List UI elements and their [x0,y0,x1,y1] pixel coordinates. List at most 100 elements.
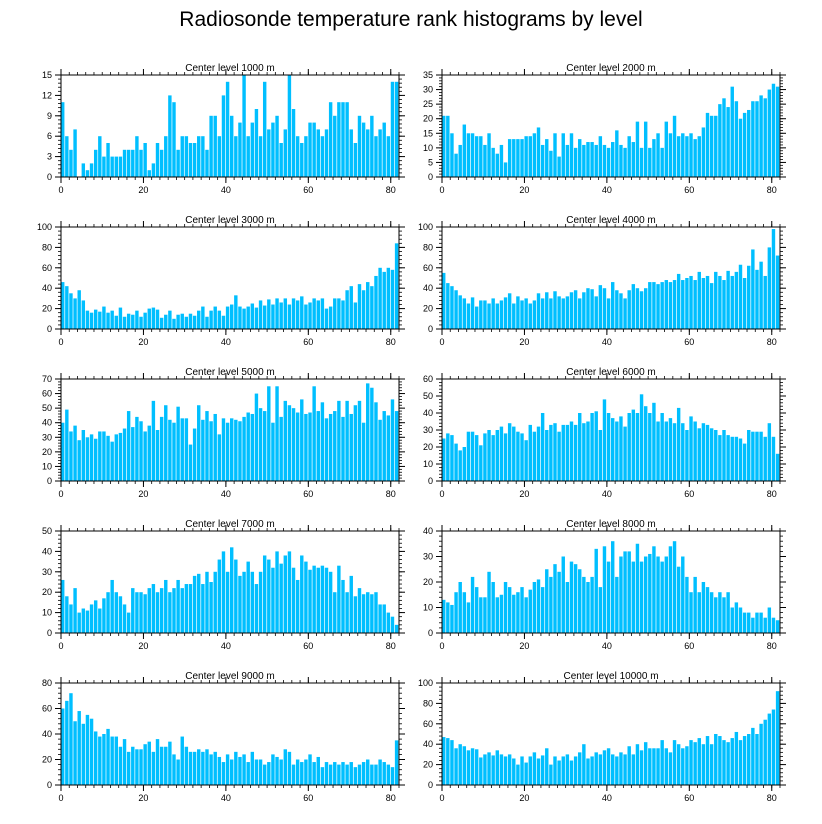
histogram-bar [718,435,722,481]
histogram-bar [118,432,123,481]
histogram-bar [271,567,275,633]
histogram-bar [602,144,607,177]
histogram-bar [283,400,288,481]
histogram-bar [503,433,508,481]
histogram-bar [316,756,320,785]
histogram-bar [337,298,341,329]
histogram-bar [73,298,77,329]
histogram-bar [262,555,267,633]
histogram-bar [718,736,722,785]
histogram-bar [734,731,739,785]
histogram-bar [378,759,382,785]
histogram-bar [524,136,528,177]
histogram-bar [147,308,151,329]
histogram-bar [462,298,467,329]
histogram-bar [85,170,90,177]
histogram-bar [353,405,358,481]
histogram-bar [93,438,98,481]
histogram-bar [382,271,386,329]
histogram-bar [168,95,172,177]
histogram-bar [366,759,370,785]
histogram-bar [619,144,623,177]
y-tick-label: 20 [42,587,52,597]
histogram-bar [110,156,114,177]
histogram-bar [553,423,557,481]
histogram-bar [390,616,395,633]
figure-title: Radiosonde temperature rank histograms b… [179,8,643,31]
histogram-bar [491,582,495,633]
histogram-bar [442,599,446,633]
panel-title: Center level 4000 m [566,215,656,226]
histogram-bar [532,431,537,481]
x-tick-label: 80 [767,793,777,803]
histogram-bar [681,423,685,481]
histogram-bar [69,693,73,785]
y-tick-label: 60 [423,719,433,729]
histogram-bar [180,588,184,633]
histogram-bar [333,115,337,177]
histogram-bar [126,612,131,633]
histogram-bar [188,751,193,785]
histogram-bar [246,412,250,481]
histogram-bar [458,295,462,329]
histogram-bar [225,571,230,633]
histogram-bar [61,422,65,481]
histogram-bar [295,412,300,481]
histogram-bar [93,600,98,633]
histogram-bar [582,292,586,329]
histogram-bar [536,758,541,785]
histogram-bar [747,265,751,329]
histogram-bar [742,612,747,633]
histogram-bar [106,728,110,785]
histogram-bar [291,408,296,481]
histogram-bar [89,718,94,785]
histogram-bar [246,561,250,633]
histogram-bar [184,584,189,633]
histogram-bar [147,741,151,785]
histogram-bar [234,136,238,177]
histogram-bar [201,419,205,481]
x-tick-label: 60 [303,337,313,347]
histogram-bar [168,419,172,481]
histogram-bar [499,300,504,329]
histogram-bar [446,738,450,785]
histogram-bar [353,767,358,785]
histogram-bar [598,285,603,329]
histogram-bar [143,744,147,785]
histogram-bar [520,300,524,329]
histogram-bar [176,579,180,633]
histogram-bar [345,592,349,633]
histogram-bar [701,744,706,785]
histogram-bar [709,744,714,785]
x-tick-label: 0 [58,337,63,347]
histogram-bar [114,315,119,329]
histogram-bar [660,561,664,633]
histogram-bar [122,149,127,177]
histogram-bar [341,579,345,633]
histogram-bar [184,418,189,481]
histogram-bar [462,124,467,177]
plot-frame [441,74,781,178]
histogram-bar [742,443,747,481]
histogram-bar [590,756,594,785]
histogram-bar [540,413,545,481]
histogram-bar [139,149,143,177]
histogram-bar [635,543,640,633]
histogram-bar [602,750,607,785]
histogram-bar [143,594,147,633]
histogram-bar [491,298,495,329]
histogram-bar [81,163,86,177]
histogram-bar [528,756,532,785]
y-tick-label: 15 [42,70,52,80]
histogram-bar [470,133,475,177]
x-tick-label: 20 [519,337,529,347]
histogram-bar [512,594,516,633]
histogram-bar [767,607,772,633]
histogram-bar [366,383,370,481]
histogram-bar [102,431,106,481]
histogram-bar [267,129,271,177]
histogram-bar [370,764,374,785]
histogram-bar [549,424,553,481]
histogram-bar [681,748,685,785]
histogram-bar [619,752,623,785]
